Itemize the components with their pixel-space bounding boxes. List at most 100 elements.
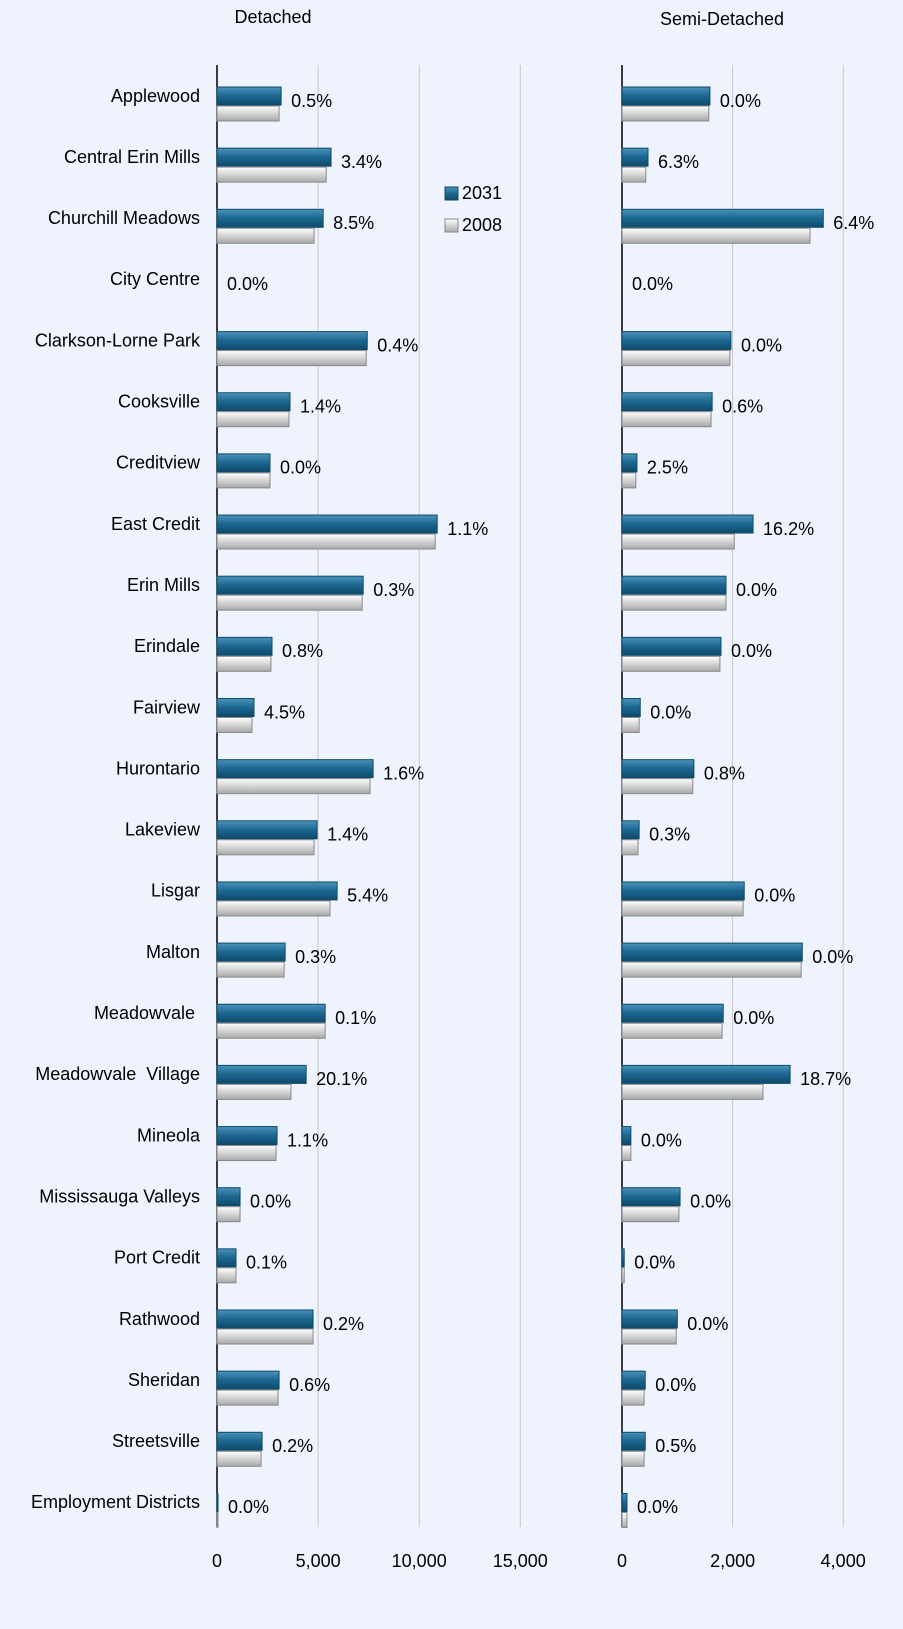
- bar: [216, 1248, 237, 1268]
- bar: [216, 1450, 262, 1467]
- bar: [621, 594, 727, 611]
- y-tick-label: Mississauga Valleys: [39, 1186, 200, 1206]
- annotation: 0.5%: [655, 1436, 696, 1456]
- bar: [216, 636, 273, 656]
- bar: [621, 1064, 791, 1084]
- annotation: 0.0%: [687, 1314, 728, 1334]
- annotation: 18.7%: [800, 1069, 851, 1089]
- bar: [216, 1492, 219, 1512]
- bar: [216, 411, 290, 428]
- y-tick-label: Erin Mills: [127, 575, 200, 595]
- bar: [621, 86, 711, 106]
- annotation: 0.0%: [720, 91, 761, 111]
- bar: [621, 1126, 632, 1146]
- x-tick-label: 0: [212, 1551, 222, 1571]
- x-tick-label: 10,000: [392, 1551, 447, 1571]
- bar: [216, 227, 315, 244]
- annotation: 0.0%: [632, 274, 673, 294]
- annotation: 0.0%: [250, 1191, 291, 1211]
- annotation: 0.8%: [282, 641, 323, 661]
- annotation: 0.0%: [228, 1497, 269, 1517]
- bar: [216, 166, 327, 183]
- bar: [621, 717, 640, 733]
- bar: [621, 698, 641, 717]
- bar: [621, 1003, 724, 1023]
- y-tick-label: Fairview: [133, 697, 201, 717]
- annotation: 0.2%: [272, 1436, 313, 1456]
- bar: [216, 331, 368, 351]
- bar: [216, 717, 253, 733]
- annotation: 0.6%: [722, 397, 763, 417]
- annotation: 20.1%: [316, 1069, 367, 1089]
- bar: [621, 1389, 645, 1406]
- annotation: 0.0%: [736, 580, 777, 600]
- bar: [216, 575, 364, 595]
- annotation: 1.4%: [327, 825, 368, 845]
- legend-swatch: [444, 186, 459, 201]
- annotation: 0.0%: [754, 886, 795, 906]
- bar: [621, 1083, 764, 1100]
- y-tick-label: Applewood: [111, 86, 200, 106]
- bar: [621, 411, 712, 428]
- annotation: 4.5%: [264, 702, 305, 722]
- y-tick-label: City Centre: [110, 269, 200, 289]
- bar: [621, 1248, 625, 1268]
- bar: [216, 594, 363, 611]
- bar: [216, 1083, 292, 1100]
- bar: [621, 655, 721, 672]
- bar: [621, 778, 694, 795]
- bar: [621, 533, 735, 550]
- x-tick-label: 4,000: [821, 1551, 866, 1571]
- bar: [621, 227, 811, 244]
- annotation: 1.4%: [300, 397, 341, 417]
- y-tick-label: Creditview: [116, 453, 201, 473]
- x-tick-label: 5,000: [296, 1551, 341, 1571]
- bar: [216, 1206, 241, 1223]
- bar: [621, 1187, 681, 1207]
- annotation: 0.3%: [373, 580, 414, 600]
- bar: [216, 655, 272, 672]
- bar: [621, 208, 824, 228]
- panel-title: Detached: [234, 7, 311, 27]
- annotation: 0.8%: [704, 763, 745, 783]
- bar: [621, 900, 744, 917]
- bar: [621, 961, 802, 978]
- bar: [216, 1431, 263, 1451]
- bar: [216, 778, 371, 795]
- annotation: 0.1%: [246, 1253, 287, 1273]
- bar: [621, 575, 727, 595]
- bar: [216, 900, 331, 917]
- bar: [216, 1145, 277, 1162]
- y-tick-label: Clarkson-Lorne Park: [35, 330, 201, 350]
- bar: [216, 1389, 279, 1406]
- y-tick-label: Erindale: [134, 636, 200, 656]
- annotation: 6.4%: [833, 213, 874, 233]
- bar: [621, 1206, 680, 1223]
- annotation: 0.6%: [289, 1375, 330, 1395]
- bar: [216, 759, 374, 779]
- bar: [216, 533, 436, 550]
- bar: [621, 331, 732, 351]
- annotation: 0.0%: [690, 1191, 731, 1211]
- bar: [216, 881, 338, 901]
- annotation: 0.5%: [291, 91, 332, 111]
- annotation: 1.1%: [287, 1130, 328, 1150]
- annotation: 0.4%: [377, 335, 418, 355]
- annotation: 0.3%: [649, 825, 690, 845]
- bar: [216, 105, 280, 122]
- annotation: 0.0%: [733, 1008, 774, 1028]
- legend-swatch: [444, 218, 459, 233]
- bar: [621, 453, 638, 473]
- bar: [621, 1492, 628, 1512]
- annotation: 8.5%: [333, 213, 374, 233]
- y-tick-label: Lakeview: [125, 820, 201, 840]
- annotation: 16.2%: [763, 519, 814, 539]
- bar: [216, 1267, 237, 1284]
- bar: [216, 514, 438, 534]
- bar: [216, 820, 318, 840]
- y-tick-label: Meadowvale: [94, 1003, 200, 1023]
- bar: [621, 1511, 628, 1528]
- bar: [216, 208, 324, 228]
- y-tick-label: Employment Districts: [31, 1492, 200, 1512]
